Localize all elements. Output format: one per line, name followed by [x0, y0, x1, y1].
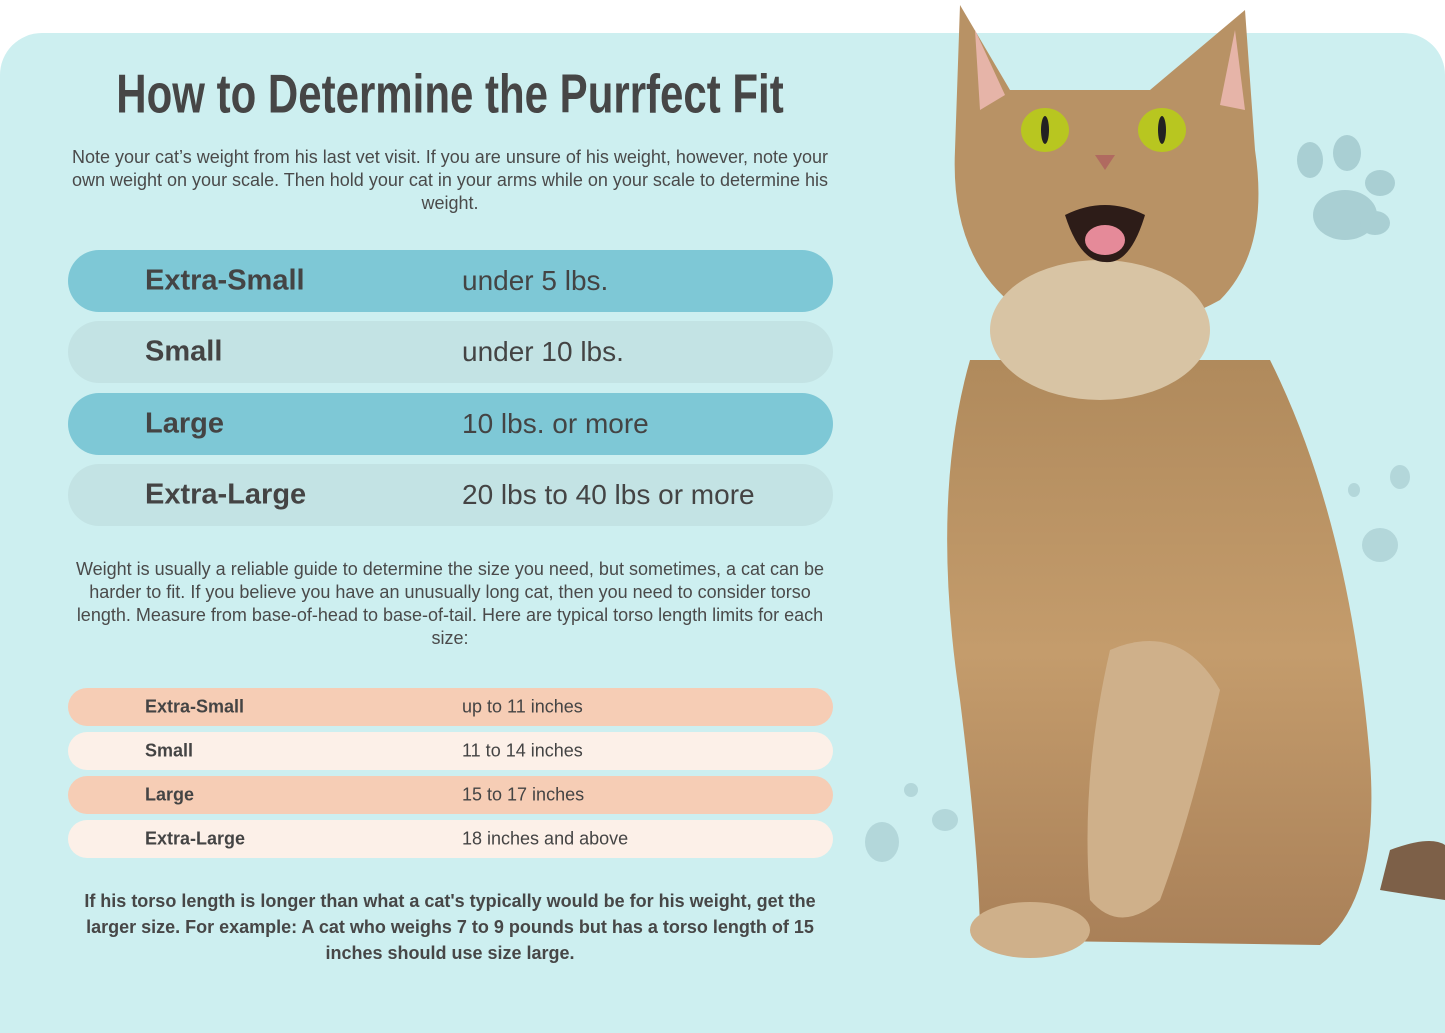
weight-row: Extra-Small under 5 lbs. — [68, 250, 833, 312]
weight-value: under 10 lbs. — [462, 336, 624, 367]
weight-row: Extra-Large 20 lbs to 40 lbs or more — [68, 464, 833, 526]
size-label: Large — [145, 407, 224, 440]
page-title: How to Determine the Purrfect Fit — [116, 63, 784, 125]
paw-print-icon — [1348, 465, 1410, 562]
tabby-cat-photo — [947, 5, 1445, 958]
weight-row: Large 10 lbs. or more — [68, 393, 833, 455]
sizing-note: If his torso length is longer than what … — [84, 891, 816, 963]
length-value: 15 to 17 inches — [462, 784, 585, 805]
torso-row: Large 15 to 17 inches — [68, 776, 833, 814]
size-label: Small — [145, 335, 223, 368]
torso-intro-text: Weight is usually a reliable guide to de… — [75, 559, 825, 648]
intro-text: Note your cat’s weight from his last vet… — [71, 147, 829, 213]
weight-value: 10 lbs. or more — [462, 408, 649, 439]
length-value: 11 to 14 inches — [462, 740, 583, 761]
size-label: Large — [145, 784, 195, 805]
torso-row: Extra-Large 18 inches and above — [68, 820, 833, 858]
length-value: up to 11 inches — [462, 696, 583, 717]
torso-row: Small 11 to 14 inches — [68, 732, 833, 770]
torso-row: Extra-Small up to 11 inches — [68, 688, 833, 726]
size-label: Extra-Small — [145, 264, 305, 297]
size-label: Extra-Small — [145, 696, 245, 717]
weight-row: Small under 10 lbs. — [68, 321, 833, 383]
weight-value: 20 lbs to 40 lbs or more — [462, 479, 755, 510]
paw-print-icon — [865, 783, 958, 862]
size-label: Small — [145, 740, 194, 761]
paw-print-icon — [1297, 135, 1395, 240]
size-label: Extra-Large — [145, 828, 246, 849]
size-label: Extra-Large — [145, 478, 307, 511]
weight-value: under 5 lbs. — [462, 265, 609, 296]
length-value: 18 inches and above — [462, 828, 629, 849]
